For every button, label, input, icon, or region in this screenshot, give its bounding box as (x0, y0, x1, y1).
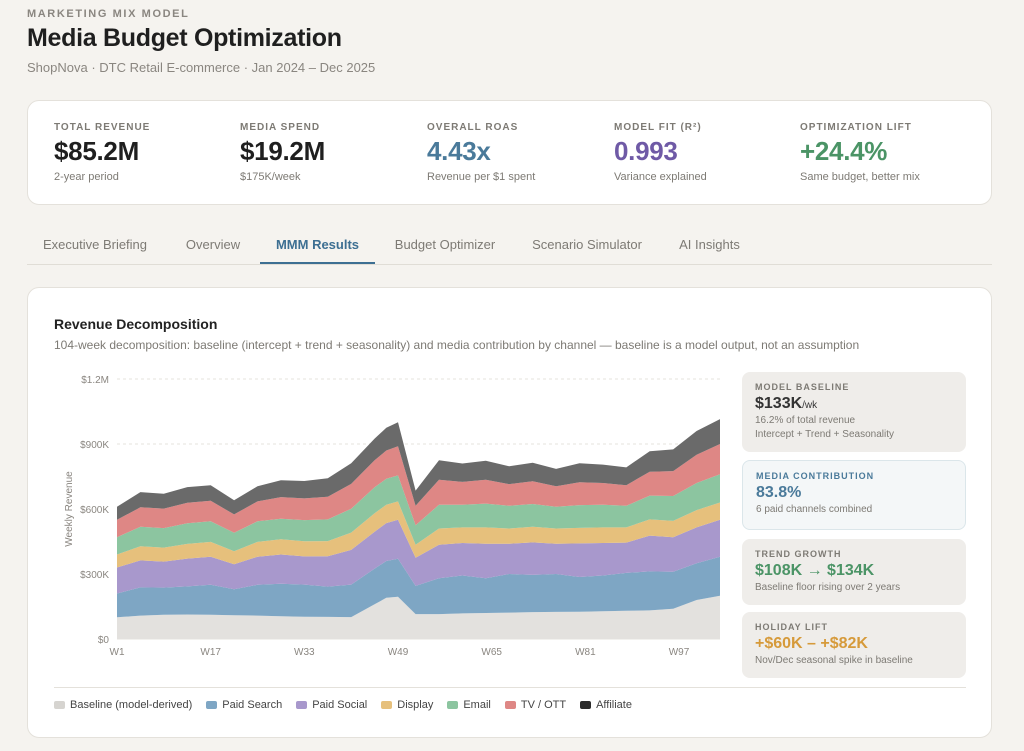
stat-value: 83.8% (756, 484, 802, 501)
legend-item: Baseline (model-derived) (54, 699, 192, 711)
x-tick-label: W17 (200, 647, 221, 658)
area-display (117, 501, 720, 568)
y-tick-label: $0 (98, 635, 110, 646)
area-baseline-model-derived (117, 595, 720, 639)
legend-swatch (447, 701, 459, 709)
stat-label: TREND GROWTH (755, 549, 842, 559)
kpi-subtext: Same budget, better mix (800, 171, 920, 183)
y-axis-label: Weekly Revenue (64, 471, 75, 547)
x-tick-label: W65 (481, 647, 502, 658)
kpi-label: OPTIMIZATION LIFT (800, 122, 912, 133)
area-affiliate (117, 419, 720, 520)
x-tick-label: W97 (669, 647, 690, 658)
kpi-subtext: Variance explained (614, 171, 707, 183)
stat-trend-growth: TREND GROWTH $108K → $134K Baseline floor … (742, 539, 966, 605)
kpi-label: MODEL FIT (R²) (614, 122, 702, 133)
kpi-subtext: Revenue per $1 spent (427, 171, 536, 183)
page-title: Media Budget Optimization (27, 24, 342, 52)
kpi-total-revenue: TOTAL REVENUE $85.2M 2-year period (54, 122, 234, 183)
kpi-subtext: $175K/week (240, 171, 301, 183)
stat-note: 16.2% of total revenue (755, 415, 856, 426)
tab-bar: Executive Briefing Overview MMM Results Bud… (27, 228, 992, 265)
legend-label: Affiliate (596, 699, 632, 711)
y-tick-label: $300K (80, 570, 109, 581)
legend-label: TV / OTT (520, 699, 567, 711)
kpi-label: OVERALL ROAS (427, 122, 519, 133)
stat-value: $108K → $134K (755, 562, 875, 579)
stat-label: HOLIDAY LIFT (755, 622, 829, 632)
stat-value-suffix: /wk (802, 400, 818, 411)
kpi-label: TOTAL REVENUE (54, 122, 151, 133)
legend-item: Email (447, 699, 491, 711)
revenue-decomposition-chart: $0 $300K $600K $900K $1.2M W1 W17 W33 W49 W65 W81 W… (64, 375, 720, 658)
area-tv-ott (117, 444, 720, 538)
tab-ai-insights[interactable]: AI Insights (679, 237, 740, 252)
x-tick-label: W49 (388, 647, 409, 658)
stat-note: Baseline floor rising over 2 years (755, 582, 901, 593)
stat-label: MEDIA CONTRIBUTION (756, 471, 875, 481)
legend-swatch (296, 701, 308, 709)
tab-mmm-results[interactable]: MMM Results (260, 228, 375, 264)
kpi-value: $85.2M (54, 136, 139, 166)
kpi-model-fit-r: MODEL FIT (R²) 0.993 Variance explained (614, 122, 794, 183)
stat-value: +$60K – +$82K (755, 635, 868, 652)
y-tick-label: $1.2M (81, 375, 109, 386)
stat-note: Nov/Dec seasonal spike in baseline (755, 655, 913, 666)
kpi-value: +24.4% (800, 136, 888, 166)
page-eyebrow: MARKETING MIX MODEL (27, 8, 190, 20)
legend-item: Paid Search (206, 699, 282, 711)
stat-value: $133K/wk (755, 395, 818, 412)
kpi-value: $19.2M (240, 136, 325, 166)
kpi-subtext: 2-year period (54, 171, 119, 183)
legend-label: Paid Search (222, 699, 283, 711)
legend-item: Paid Social (296, 699, 367, 711)
area-email (117, 474, 720, 555)
area-paid-search (117, 556, 720, 618)
stat-media-contribution: MEDIA CONTRIBUTION 83.8% 6 paid channels c… (742, 460, 966, 530)
kpi-media-spend: MEDIA SPEND $19.2M $175K/week (240, 122, 420, 183)
kpi-value: 0.993 (614, 136, 678, 166)
x-tick-label: W1 (110, 647, 125, 658)
kpi-optimization-lift: OPTIMIZATION LIFT +24.4% Same budget, bett… (800, 122, 980, 183)
x-tick-label: W33 (294, 647, 315, 658)
kpi-summary-card: TOTAL REVENUE $85.2M 2-year period MEDIA SP… (27, 100, 992, 205)
legend-item: TV / OTT (504, 699, 567, 711)
legend-swatch (206, 701, 218, 709)
kpi-label: MEDIA SPEND (240, 122, 321, 133)
y-tick-label: $900K (80, 440, 109, 451)
legend-item: Display (381, 699, 433, 711)
stat-note: 6 paid channels combined (756, 504, 873, 515)
revenue-decomposition-panel: Revenue Decomposition 104-week decomposi… (27, 287, 992, 738)
stat-model-baseline: MODEL BASELINE $133K/wk 16.2% of total rev… (742, 372, 966, 452)
kpi-overall-roas: OVERALL ROAS 4.43x Revenue per $1 spent (427, 122, 607, 183)
stat-holiday-lift: HOLIDAY LIFT +$60K – +$82K Nov/Dec seasona… (742, 612, 966, 678)
legend-label: Paid Social (312, 699, 368, 711)
legend-swatch (504, 701, 516, 709)
kpi-value: 4.43x (427, 136, 491, 166)
tab-executive-briefing[interactable]: Executive Briefing (42, 237, 148, 252)
page-subtitle: ShopNova · DTC Retail E-commerce · Jan 2… (27, 60, 376, 75)
legend-swatch (580, 701, 592, 709)
legend-divider (54, 687, 966, 688)
area-paid-social (117, 519, 720, 594)
legend-label: Baseline (model-derived) (70, 699, 193, 711)
legend-label: Email (463, 699, 491, 711)
legend-swatch (54, 701, 65, 709)
panel-description: 104-week decomposition: baseline (interc… (54, 338, 860, 352)
tab-scenario-simulator[interactable]: Scenario Simulator (532, 237, 642, 252)
y-tick-label: $600K (80, 505, 109, 516)
chart-legend: Baseline (model-derived) Paid Search Paid … (54, 699, 632, 711)
panel-title: Revenue Decomposition (54, 316, 218, 332)
legend-item: Affiliate (580, 699, 632, 711)
x-tick-label: W81 (575, 647, 596, 658)
tab-overview[interactable]: Overview (185, 237, 241, 252)
tab-budget-optimizer[interactable]: Budget Optimizer (394, 237, 496, 252)
stat-note: Intercept + Trend + Seasonality (755, 429, 894, 440)
stat-label: MODEL BASELINE (755, 382, 850, 392)
legend-swatch (381, 701, 393, 709)
legend-label: Display (397, 699, 434, 711)
